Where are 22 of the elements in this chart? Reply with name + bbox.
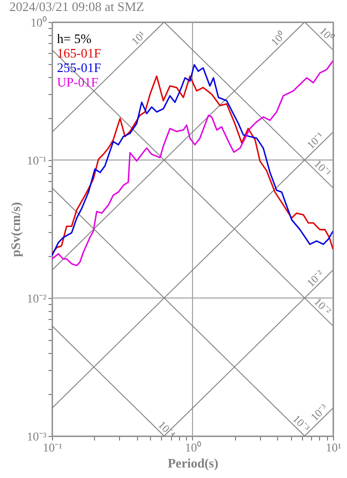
y-tick-label: 10⁻¹ <box>26 154 47 168</box>
text: UP-01F <box>57 74 98 90</box>
annotation: 10⁻² <box>311 296 334 318</box>
x-tick-label: 10¹ <box>326 440 342 454</box>
annotation: 10⁻² <box>304 268 327 290</box>
annotation: 10⁻⁴ <box>155 419 178 441</box>
text: 165-01F <box>57 46 102 60</box>
chart-title: 2024/03/21 09:08 at SMZ <box>9 0 144 14</box>
y-tick-label: 10⁻³ <box>26 430 47 444</box>
annotation: 10⁰ <box>316 24 337 44</box>
x-axis-title: Period(s) <box>168 456 218 470</box>
x-tick-label: 10⁻¹ <box>42 440 63 454</box>
annotation: 10⁻¹ <box>311 158 333 180</box>
x-tick-label: 10⁰ <box>185 440 201 454</box>
y-axis-title: pSv(cm/s) <box>8 202 23 257</box>
text: 255-01F <box>57 60 102 75</box>
annotation: h= 5% <box>57 31 92 46</box>
y-tick-label: 10⁻² <box>26 292 47 306</box>
annotation: 10⁻¹ <box>304 130 326 152</box>
annotation: 10⁰ <box>268 28 288 49</box>
annotation: 10¹ <box>130 29 148 48</box>
y-tick-label: 10⁰ <box>30 16 46 30</box>
